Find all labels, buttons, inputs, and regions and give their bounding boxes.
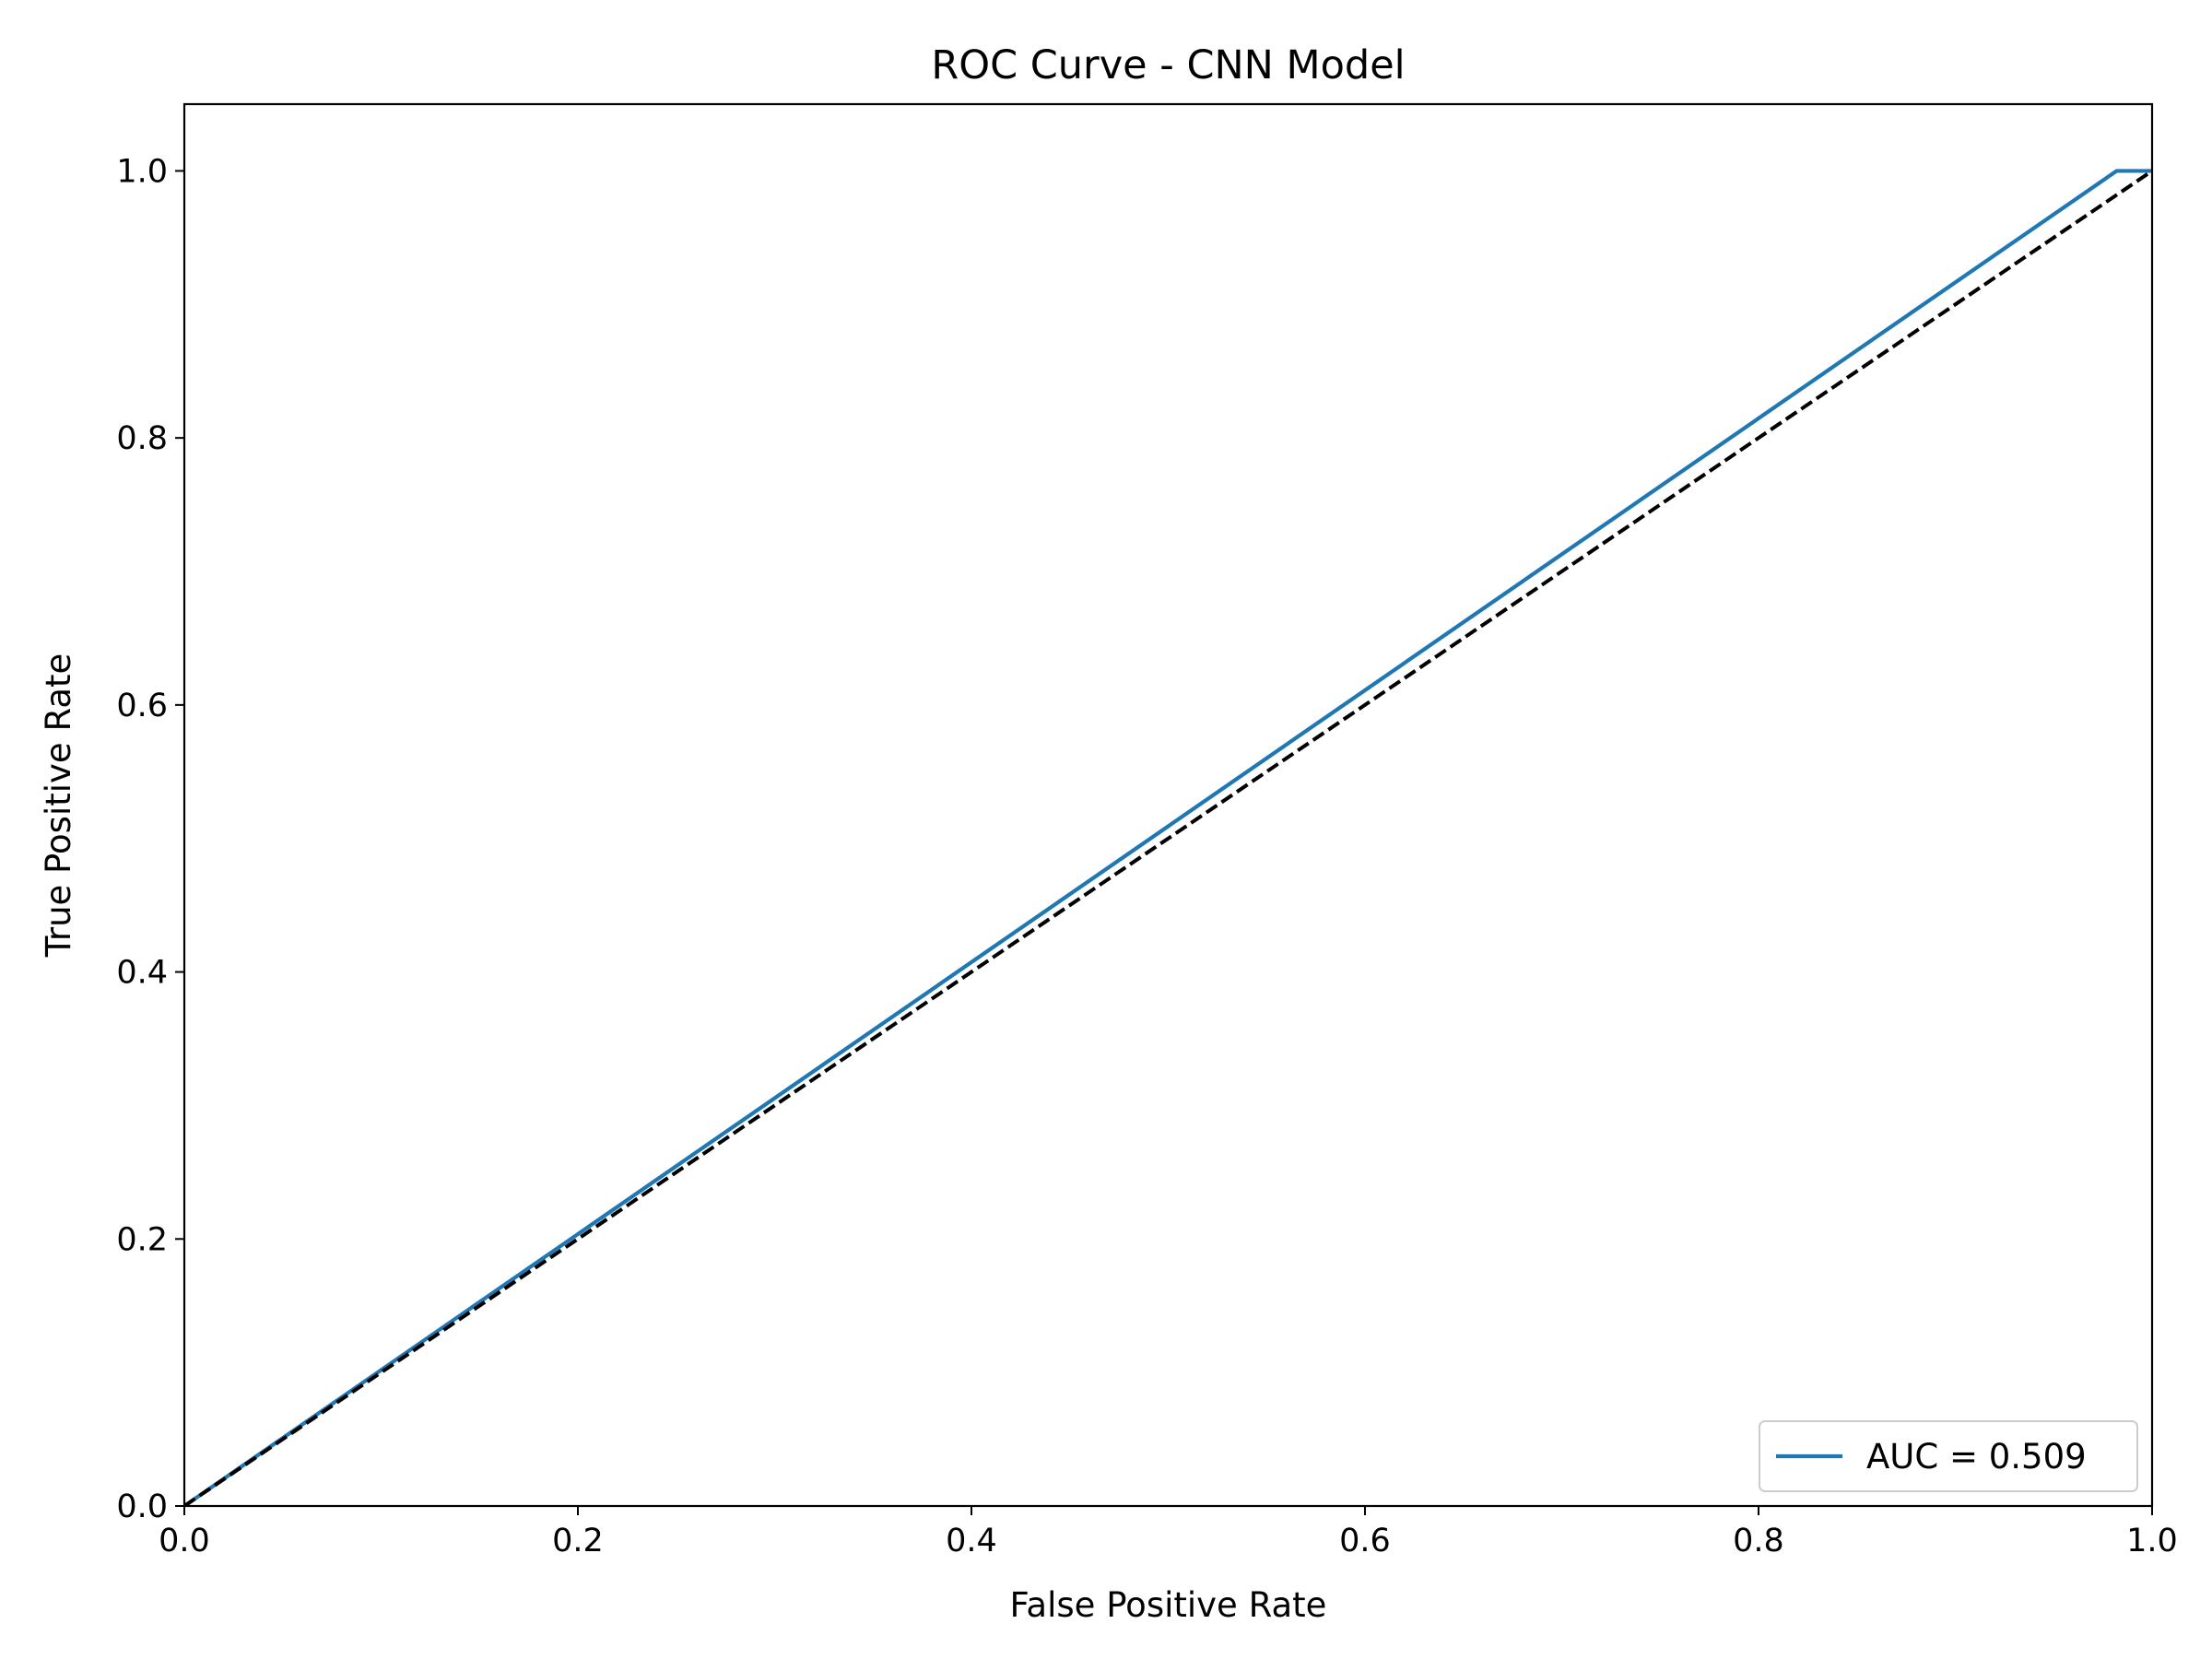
x-axis-ticks: 0.0 0.2 0.4 0.6 0.8 1.0 — [159, 1506, 2178, 1559]
y-axis-ticks: 0.0 0.2 0.4 0.6 0.8 1.0 — [116, 153, 184, 1525]
y-tick-label: 0.8 — [116, 420, 168, 457]
y-tick-label: 1.0 — [116, 153, 168, 190]
x-tick-label: 0.2 — [552, 1523, 604, 1559]
chance-diagonal-line — [184, 169, 2152, 1506]
x-tick-label: 0.6 — [1339, 1523, 1391, 1559]
axes-frame — [182, 102, 2154, 1508]
y-tick-label: 0.0 — [116, 1488, 168, 1525]
legend-box — [1759, 1420, 2138, 1492]
x-tick-label: 0.8 — [1733, 1523, 1784, 1559]
legend: AUC = 0.509 — [1759, 1420, 2138, 1492]
axes-spines — [182, 102, 2154, 1508]
x-tick-label: 0.4 — [946, 1523, 997, 1559]
x-tick-label: 0.0 — [159, 1523, 210, 1559]
chart-title: ROC Curve - CNN Model — [931, 42, 1405, 88]
roc-curve-line — [184, 169, 2152, 1506]
y-tick-label: 0.2 — [116, 1221, 168, 1258]
y-axis-label: True Positive Rate — [39, 653, 78, 959]
plot-area — [184, 104, 2152, 1506]
legend-label: AUC = 0.509 — [1866, 1437, 2087, 1477]
series-layer — [184, 169, 2152, 1506]
x-axis-label: False Positive Rate — [1010, 1585, 1327, 1625]
plot-background — [184, 104, 2152, 1506]
y-tick-label: 0.6 — [116, 688, 168, 724]
y-tick-label: 0.4 — [116, 955, 168, 992]
x-tick-label: 1.0 — [2126, 1523, 2178, 1559]
